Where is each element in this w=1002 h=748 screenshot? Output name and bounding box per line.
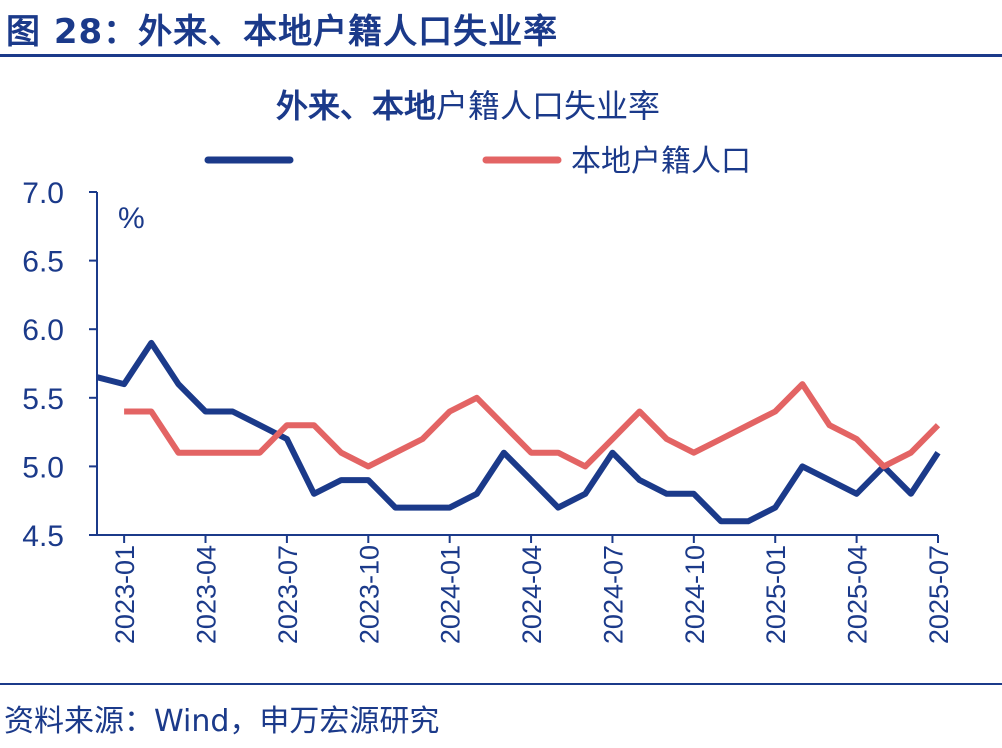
figure-title: 图 28：外来、本地户籍人口失业率 <box>6 12 559 52</box>
series-line-1 <box>96 339 941 525</box>
legend: 本地户籍人口 <box>204 144 751 179</box>
series-layer <box>96 339 941 525</box>
source-note: 资料来源：Wind，申万宏源研究 <box>4 704 440 739</box>
y-tick-label: 6.5 <box>22 246 64 279</box>
y-tick-label: 5.0 <box>22 451 64 484</box>
line-chart: 外来、本地户籍人口失业率 本地户籍人口 % 7.0 6.5 6.0 5.5 5.0 4.5… <box>22 87 954 644</box>
bottom-divider <box>0 683 1002 685</box>
x-tick-label: 2024-04 <box>517 545 547 644</box>
chart-title: 外来、本地户籍人口失业率 <box>276 87 660 125</box>
y-tick-label: 6.0 <box>22 314 64 347</box>
x-tick-label: 2025-01 <box>761 545 791 644</box>
x-tick-label: 2025-07 <box>924 545 954 644</box>
x-tick-label: 2023-07 <box>273 545 303 644</box>
x-tick-label: 2023-01 <box>110 545 140 644</box>
x-tick-label: 2024-10 <box>680 545 710 644</box>
series-line-2 <box>124 381 941 470</box>
x-tick-label: 2024-01 <box>436 545 466 644</box>
legend-label-series-2: 本地户籍人口 <box>571 144 751 179</box>
chart-title-bold: 外来、本地 <box>276 87 436 125</box>
y-axis-unit: % <box>118 202 145 235</box>
x-tick-label: 2024-07 <box>598 545 628 644</box>
x-tick-label: 2023-10 <box>354 545 384 644</box>
y-tick-label: 7.0 <box>22 177 64 210</box>
chart-title-rest: 户籍人口失业率 <box>436 87 660 125</box>
y-tick-label: 5.5 <box>22 383 64 416</box>
title-divider <box>0 54 1002 57</box>
y-tick-label: 4.5 <box>22 520 64 553</box>
x-axis: 2023-01 2023-04 2023-07 2023-10 2024-01 2024-… <box>97 534 954 644</box>
y-axis: 7.0 6.5 6.0 5.5 5.0 4.5 <box>22 177 98 553</box>
x-tick-label: 2025-04 <box>843 545 873 644</box>
x-tick-label: 2023-04 <box>192 545 222 644</box>
